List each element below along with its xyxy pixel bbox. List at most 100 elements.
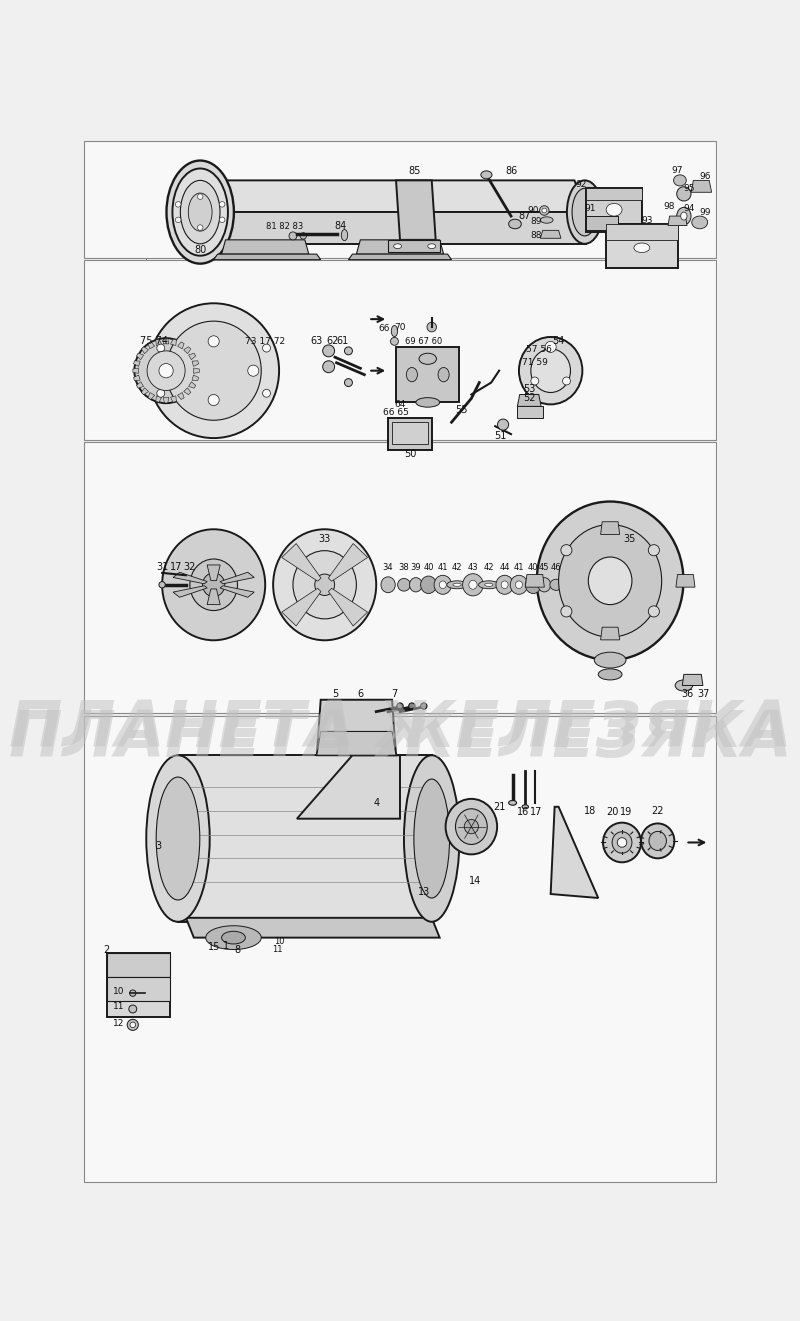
Ellipse shape <box>531 376 538 384</box>
Ellipse shape <box>464 819 478 834</box>
Text: 35: 35 <box>624 534 636 544</box>
Text: ПЛАНЕТА ЖЕЛЕЗЯКА: ПЛАНЕТА ЖЕЛЕЗЯКА <box>9 708 791 770</box>
Text: 31: 31 <box>156 563 168 572</box>
Text: 41: 41 <box>514 563 524 572</box>
Text: 92: 92 <box>575 180 586 189</box>
Ellipse shape <box>390 337 398 345</box>
Bar <box>388 240 440 252</box>
Ellipse shape <box>446 581 467 589</box>
Ellipse shape <box>127 1020 138 1030</box>
Bar <box>85 260 715 440</box>
Ellipse shape <box>397 703 403 709</box>
Text: 89: 89 <box>530 217 542 226</box>
Ellipse shape <box>453 583 462 587</box>
Bar <box>606 225 678 268</box>
Polygon shape <box>601 522 620 535</box>
Text: 51: 51 <box>494 432 507 441</box>
Ellipse shape <box>677 207 691 225</box>
Ellipse shape <box>612 832 632 853</box>
Text: 36: 36 <box>682 690 694 699</box>
Text: 11: 11 <box>113 1003 124 1011</box>
Ellipse shape <box>129 1005 137 1013</box>
Polygon shape <box>163 338 169 343</box>
Text: 8: 8 <box>234 945 241 955</box>
Ellipse shape <box>545 341 556 353</box>
Ellipse shape <box>540 217 553 223</box>
Text: 93: 93 <box>642 215 653 225</box>
Bar <box>85 443 715 713</box>
Polygon shape <box>220 572 254 584</box>
Text: 22: 22 <box>651 806 664 816</box>
Text: 66: 66 <box>378 324 390 333</box>
Polygon shape <box>198 181 586 213</box>
Text: 75 74: 75 74 <box>140 337 168 346</box>
Ellipse shape <box>409 703 415 709</box>
Bar <box>85 141 715 258</box>
Text: 44: 44 <box>499 563 510 572</box>
Ellipse shape <box>130 989 136 996</box>
Text: 10: 10 <box>274 937 285 946</box>
Polygon shape <box>173 572 207 584</box>
Text: 11: 11 <box>272 945 282 954</box>
Text: 88: 88 <box>530 231 542 240</box>
Text: 2: 2 <box>103 945 110 955</box>
Text: 15: 15 <box>207 942 220 952</box>
Polygon shape <box>540 230 561 238</box>
Ellipse shape <box>648 544 659 556</box>
Polygon shape <box>676 575 695 587</box>
Ellipse shape <box>526 576 541 593</box>
Text: 45: 45 <box>539 563 550 572</box>
Polygon shape <box>207 565 220 581</box>
Polygon shape <box>586 189 642 201</box>
Text: 81 82 83: 81 82 83 <box>266 222 304 231</box>
Polygon shape <box>222 240 309 254</box>
Ellipse shape <box>314 575 334 596</box>
Ellipse shape <box>681 213 687 221</box>
Ellipse shape <box>198 225 203 230</box>
Polygon shape <box>134 375 140 380</box>
Ellipse shape <box>509 219 522 229</box>
Text: 4: 4 <box>373 798 379 808</box>
Text: 61: 61 <box>336 337 348 346</box>
Bar <box>586 189 642 232</box>
Ellipse shape <box>515 581 522 589</box>
Polygon shape <box>137 382 143 388</box>
Text: 3: 3 <box>155 841 162 852</box>
Ellipse shape <box>648 606 659 617</box>
Text: 42: 42 <box>483 563 494 572</box>
Polygon shape <box>601 627 620 639</box>
Ellipse shape <box>421 576 437 593</box>
Ellipse shape <box>345 379 353 387</box>
Text: 98: 98 <box>664 202 675 211</box>
Text: 87: 87 <box>518 211 530 221</box>
Text: 14: 14 <box>470 876 482 885</box>
Polygon shape <box>142 346 149 354</box>
Ellipse shape <box>550 579 562 590</box>
Polygon shape <box>178 342 184 349</box>
Ellipse shape <box>146 756 210 922</box>
Polygon shape <box>156 339 162 346</box>
Ellipse shape <box>208 336 219 347</box>
Ellipse shape <box>157 345 165 353</box>
Ellipse shape <box>206 926 262 950</box>
Ellipse shape <box>674 174 686 186</box>
Ellipse shape <box>558 524 662 637</box>
Bar <box>586 217 618 230</box>
Ellipse shape <box>588 557 632 605</box>
Ellipse shape <box>649 831 666 851</box>
Ellipse shape <box>262 345 270 353</box>
Ellipse shape <box>428 244 436 248</box>
Text: 99: 99 <box>699 207 711 217</box>
Polygon shape <box>396 181 436 240</box>
Ellipse shape <box>510 575 528 594</box>
Ellipse shape <box>561 544 572 556</box>
Text: 38: 38 <box>398 563 410 572</box>
Text: 21: 21 <box>493 802 506 812</box>
Ellipse shape <box>572 189 598 236</box>
Ellipse shape <box>498 419 509 431</box>
Ellipse shape <box>157 390 165 398</box>
Ellipse shape <box>404 756 459 922</box>
Polygon shape <box>186 918 440 938</box>
Text: 20: 20 <box>606 807 618 818</box>
Text: 10: 10 <box>113 987 124 996</box>
